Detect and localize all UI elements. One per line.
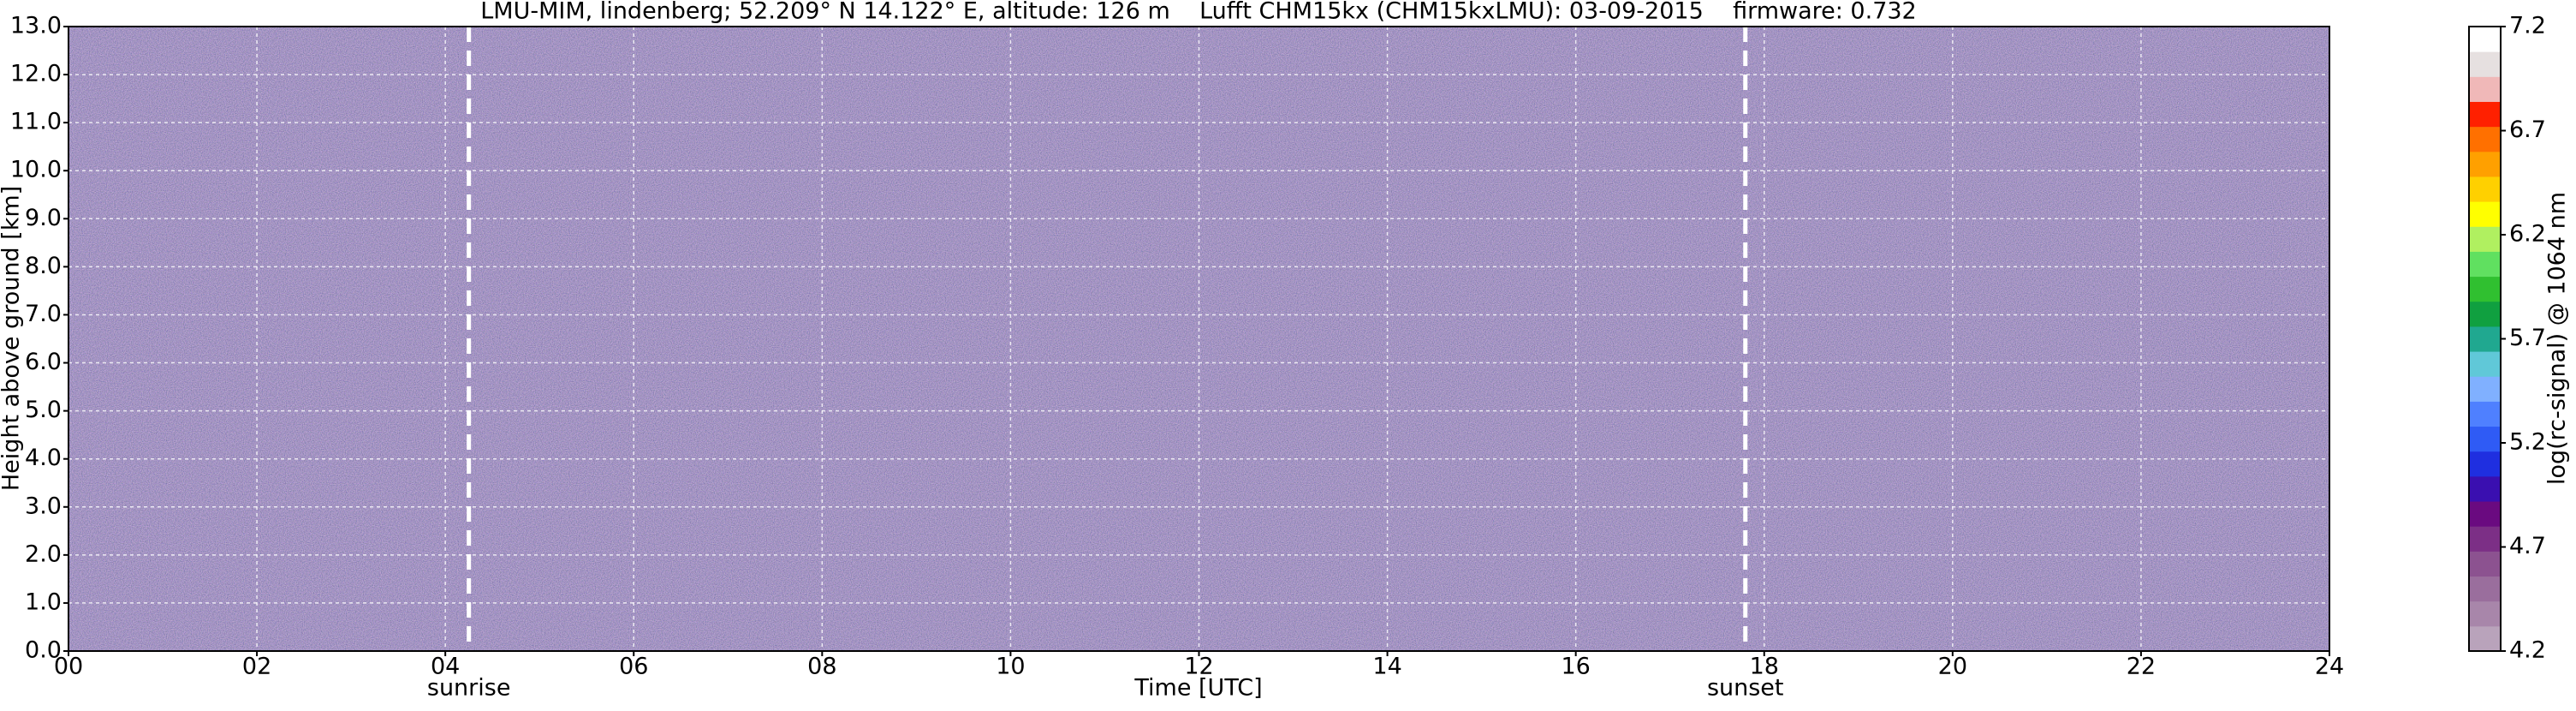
- y-tick-label: 9.0: [25, 205, 62, 231]
- colorbar-segment: [2469, 76, 2501, 102]
- x-tick-label: 08: [807, 654, 836, 680]
- x-tick-label: 04: [431, 654, 460, 680]
- y-tick-label: 3.0: [25, 493, 62, 519]
- colorbar-segment: [2469, 27, 2501, 52]
- x-tick-label: 10: [996, 654, 1025, 680]
- colorbar-segment: [2469, 101, 2501, 128]
- x-tick-label: 14: [1372, 654, 1401, 680]
- colorbar-segment: [2469, 126, 2501, 152]
- colorbar-segment: [2469, 426, 2501, 452]
- x-tick-label: 06: [619, 654, 648, 680]
- colorbar-tick-label: 6.7: [2509, 117, 2546, 143]
- colorbar-tick-label: 4.2: [2509, 637, 2546, 664]
- x-tick-label: 24: [2315, 654, 2344, 680]
- annotation-label: sunrise: [427, 675, 511, 702]
- y-tick-label: 7.0: [25, 301, 62, 327]
- y-tick-label: 2.0: [25, 541, 62, 567]
- plot-frame: [68, 26, 2330, 652]
- colorbar-segment: [2469, 401, 2501, 427]
- colorbar-tick-label: 5.2: [2509, 429, 2546, 456]
- y-tick-label: 12.0: [10, 61, 62, 87]
- chart-title: LMU-MIM, lindenberg; 52.209° N 14.122° E…: [480, 0, 1916, 25]
- colorbar-segment: [2469, 176, 2501, 202]
- x-tick-label: 16: [1561, 654, 1590, 680]
- colorbar-segment: [2469, 551, 2501, 577]
- y-axis-label: Height above ground [km]: [0, 186, 25, 491]
- colorbar-segment: [2469, 151, 2501, 177]
- colorbar-label: log(rc-signal) @ 1064 nm: [2544, 192, 2571, 485]
- x-tick-label: 00: [54, 654, 83, 680]
- colorbar-segment: [2469, 475, 2501, 502]
- y-tick-label: 11.0: [10, 109, 62, 135]
- colorbar-segment: [2469, 301, 2501, 327]
- x-tick-label: 20: [1938, 654, 1967, 680]
- colorbar-segment: [2469, 625, 2501, 652]
- colorbar-segment: [2469, 576, 2501, 602]
- colorbar-segment: [2469, 201, 2501, 227]
- y-tick-label: 0.0: [25, 637, 62, 664]
- y-tick-label: 10.0: [10, 157, 62, 183]
- y-tick-label: 13.0: [10, 13, 62, 39]
- y-tick-label: 1.0: [25, 589, 62, 615]
- colorbar-segment: [2469, 600, 2501, 627]
- y-tick-label: 4.0: [25, 445, 62, 471]
- x-axis-label: Time [UTC]: [1133, 675, 1262, 702]
- y-tick-label: 6.0: [25, 349, 62, 375]
- colorbar-tick-label: 6.2: [2509, 221, 2546, 248]
- colorbar-tick-label: 4.7: [2509, 533, 2546, 559]
- annotation-label: sunset: [1707, 675, 1784, 702]
- x-tick-label: 02: [242, 654, 271, 680]
- colorbar-segment: [2469, 376, 2501, 402]
- colorbar-segment: [2469, 276, 2501, 302]
- colorbar-tick-label: 7.2: [2509, 13, 2546, 39]
- colorbar-segment: [2469, 526, 2501, 552]
- colorbar-segment: [2469, 51, 2501, 77]
- y-tick-label: 5.0: [25, 397, 62, 423]
- colorbar-segment: [2469, 251, 2501, 278]
- x-tick-label: 22: [2127, 654, 2156, 680]
- colorbar-tick-label: 5.7: [2509, 325, 2546, 351]
- colorbar-segment: [2469, 351, 2501, 377]
- colorbar-segment: [2469, 501, 2501, 527]
- colorbar-segment: [2469, 451, 2501, 477]
- x-tick-label: 12: [1184, 654, 1213, 680]
- y-tick-label: 8.0: [25, 253, 62, 279]
- colorbar-segment: [2469, 226, 2501, 252]
- colorbar-segment: [2469, 326, 2501, 352]
- x-tick-label: 18: [1750, 654, 1779, 680]
